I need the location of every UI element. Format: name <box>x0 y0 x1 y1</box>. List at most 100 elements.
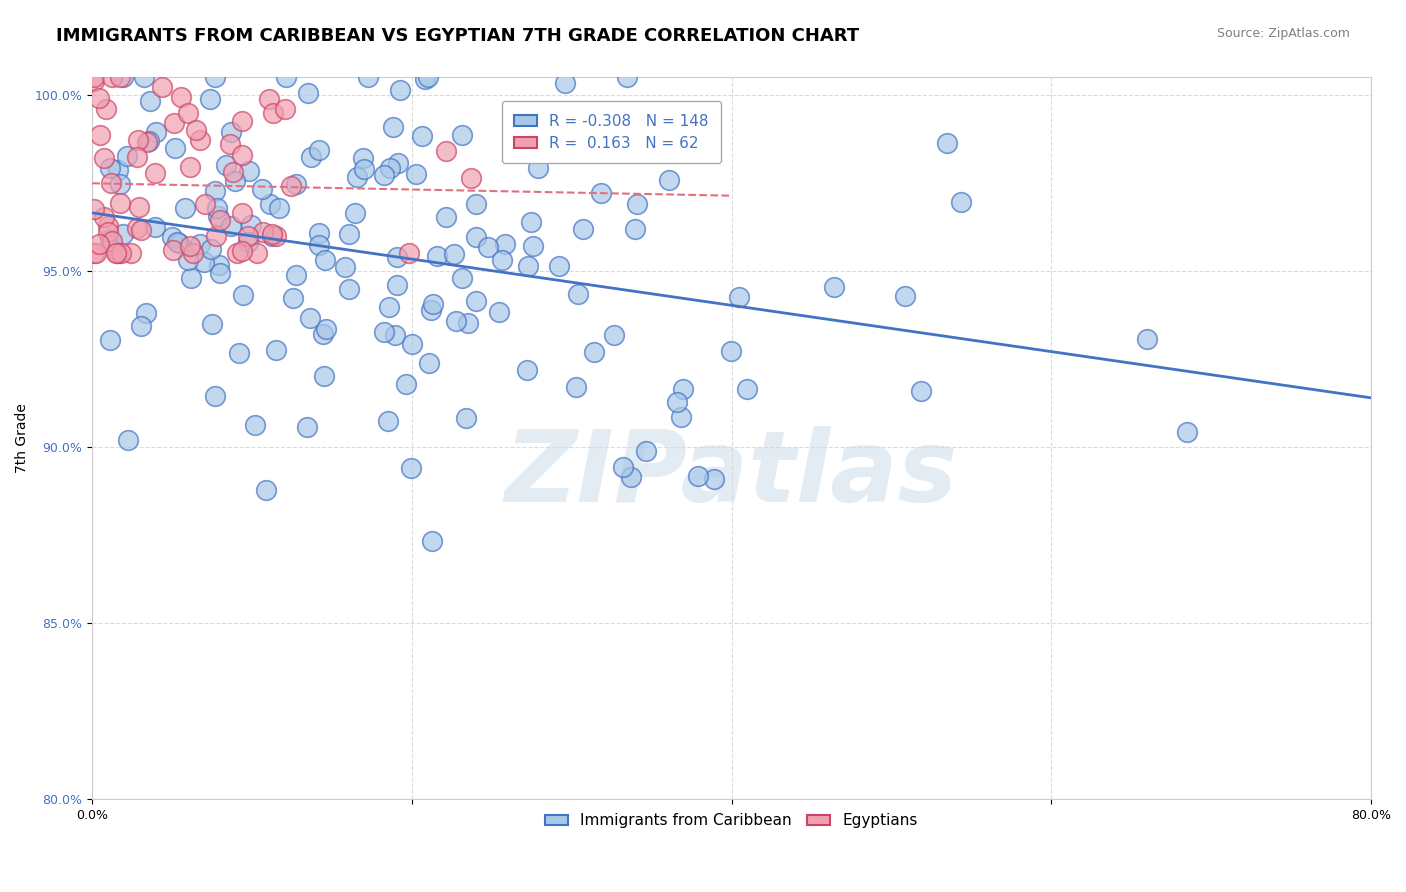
Immigrants from Caribbean <box>204 70 226 85</box>
Immigrants from Caribbean <box>377 414 399 428</box>
Egyptians <box>434 144 457 158</box>
Immigrants from Caribbean <box>131 318 153 333</box>
Egyptians <box>108 196 131 211</box>
Immigrants from Caribbean <box>274 70 297 85</box>
Immigrants from Caribbean <box>418 356 440 370</box>
Immigrants from Caribbean <box>254 483 277 498</box>
Immigrants from Caribbean <box>494 236 516 251</box>
Immigrants from Caribbean <box>204 184 226 198</box>
Immigrants from Caribbean <box>620 470 643 484</box>
Immigrants from Caribbean <box>145 125 167 139</box>
Immigrants from Caribbean <box>112 70 135 85</box>
Egyptians <box>129 223 152 237</box>
Immigrants from Caribbean <box>240 219 263 233</box>
Egyptians <box>184 122 207 136</box>
Immigrants from Caribbean <box>295 419 318 434</box>
Egyptians <box>398 246 420 260</box>
Egyptians <box>246 246 269 260</box>
Text: Source: ZipAtlas.com: Source: ZipAtlas.com <box>1216 27 1350 40</box>
Immigrants from Caribbean <box>378 301 401 315</box>
Immigrants from Caribbean <box>314 253 336 268</box>
Immigrants from Caribbean <box>284 178 307 192</box>
Immigrants from Caribbean <box>135 306 157 320</box>
Immigrants from Caribbean <box>509 106 531 120</box>
Immigrants from Caribbean <box>98 161 121 176</box>
Immigrants from Caribbean <box>434 211 457 225</box>
Immigrants from Caribbean <box>457 317 479 331</box>
Immigrants from Caribbean <box>401 336 423 351</box>
Immigrants from Caribbean <box>200 242 222 256</box>
Egyptians <box>205 228 228 243</box>
Egyptians <box>274 102 297 116</box>
Immigrants from Caribbean <box>702 472 724 486</box>
Egyptians <box>101 70 124 85</box>
Immigrants from Caribbean <box>395 376 418 391</box>
Egyptians <box>84 246 107 260</box>
Immigrants from Caribbean <box>450 271 472 285</box>
Immigrants from Caribbean <box>269 201 291 215</box>
Text: IMMIGRANTS FROM CARIBBEAN VS EGYPTIAN 7TH GRADE CORRELATION CHART: IMMIGRANTS FROM CARIBBEAN VS EGYPTIAN 7T… <box>56 27 859 45</box>
Immigrants from Caribbean <box>547 259 569 273</box>
Egyptians <box>162 116 184 130</box>
Immigrants from Caribbean <box>516 363 538 377</box>
Immigrants from Caribbean <box>138 134 160 148</box>
Egyptians <box>257 92 280 106</box>
Immigrants from Caribbean <box>111 227 134 242</box>
Immigrants from Caribbean <box>517 260 540 274</box>
Immigrants from Caribbean <box>208 266 231 280</box>
Egyptians <box>83 70 105 85</box>
Immigrants from Caribbean <box>477 240 499 254</box>
Egyptians <box>252 225 274 239</box>
Immigrants from Caribbean <box>465 230 488 244</box>
Immigrants from Caribbean <box>297 86 319 100</box>
Immigrants from Caribbean <box>415 71 437 86</box>
Immigrants from Caribbean <box>1175 425 1198 439</box>
Immigrants from Caribbean <box>949 194 972 209</box>
Immigrants from Caribbean <box>284 268 307 282</box>
Immigrants from Caribbean <box>465 196 488 211</box>
Immigrants from Caribbean <box>117 433 139 447</box>
Egyptians <box>100 176 122 190</box>
Egyptians <box>128 201 150 215</box>
Egyptians <box>120 246 142 260</box>
Immigrants from Caribbean <box>426 249 449 263</box>
Egyptians <box>105 246 128 260</box>
Immigrants from Caribbean <box>259 196 281 211</box>
Immigrants from Caribbean <box>221 219 243 234</box>
Immigrants from Caribbean <box>201 317 224 331</box>
Immigrants from Caribbean <box>894 288 917 302</box>
Immigrants from Caribbean <box>456 411 478 425</box>
Egyptians <box>162 244 184 258</box>
Immigrants from Caribbean <box>658 173 681 187</box>
Immigrants from Caribbean <box>180 270 202 285</box>
Egyptians <box>176 105 198 120</box>
Immigrants from Caribbean <box>337 282 360 296</box>
Immigrants from Caribbean <box>443 247 465 261</box>
Immigrants from Caribbean <box>727 290 749 304</box>
Immigrants from Caribbean <box>385 250 408 264</box>
Immigrants from Caribbean <box>823 280 845 294</box>
Immigrants from Caribbean <box>451 128 474 142</box>
Immigrants from Caribbean <box>385 278 408 293</box>
Immigrants from Caribbean <box>335 260 357 274</box>
Immigrants from Caribbean <box>139 94 162 108</box>
Immigrants from Caribbean <box>522 239 544 253</box>
Immigrants from Caribbean <box>207 210 229 224</box>
Immigrants from Caribbean <box>238 235 260 249</box>
Egyptians <box>127 133 149 147</box>
Egyptians <box>94 102 117 116</box>
Y-axis label: 7th Grade: 7th Grade <box>15 403 30 473</box>
Immigrants from Caribbean <box>343 206 366 220</box>
Immigrants from Caribbean <box>416 70 439 85</box>
Egyptians <box>108 70 131 85</box>
Immigrants from Caribbean <box>567 287 589 301</box>
Egyptians <box>225 246 247 260</box>
Egyptians <box>188 133 211 147</box>
Immigrants from Caribbean <box>166 235 188 249</box>
Immigrants from Caribbean <box>353 151 375 165</box>
Immigrants from Caribbean <box>735 382 758 396</box>
Immigrants from Caribbean <box>910 384 932 399</box>
Immigrants from Caribbean <box>582 345 605 359</box>
Egyptians <box>93 211 115 225</box>
Egyptians <box>87 236 110 251</box>
